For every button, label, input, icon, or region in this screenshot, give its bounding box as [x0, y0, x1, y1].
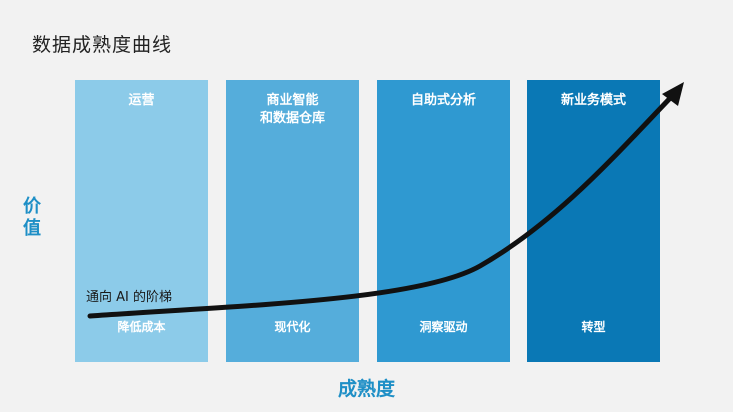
growth-curve-line — [87, 89, 679, 319]
stage-column-3: 自助式分析 洞察驱动 — [377, 80, 510, 362]
arrow-head-icon — [662, 82, 684, 106]
stage-label: 新业务模式 — [560, 93, 626, 108]
curve-label: 通向 AI 的阶梯 — [86, 290, 172, 305]
y-axis-label: 价值 — [23, 196, 41, 239]
stage-label: 运营 — [128, 93, 155, 108]
x-axis-label: 成熟度 — [337, 378, 395, 400]
stage-column-2: 商业智能 和数据仓库 现代化 — [226, 80, 359, 362]
page-title: 数据成熟度曲线 — [32, 34, 173, 56]
stage-outcome: 降低成本 — [117, 320, 166, 334]
stage-label: 商业智能 和数据仓库 — [259, 93, 325, 126]
stage-outcome: 现代化 — [274, 320, 311, 334]
stage-outcome: 洞察驱动 — [419, 320, 468, 334]
stage-label: 自助式分析 — [410, 93, 476, 108]
stage-column-4: 新业务模式 转型 — [527, 80, 660, 362]
stage-outcome: 转型 — [581, 320, 606, 334]
